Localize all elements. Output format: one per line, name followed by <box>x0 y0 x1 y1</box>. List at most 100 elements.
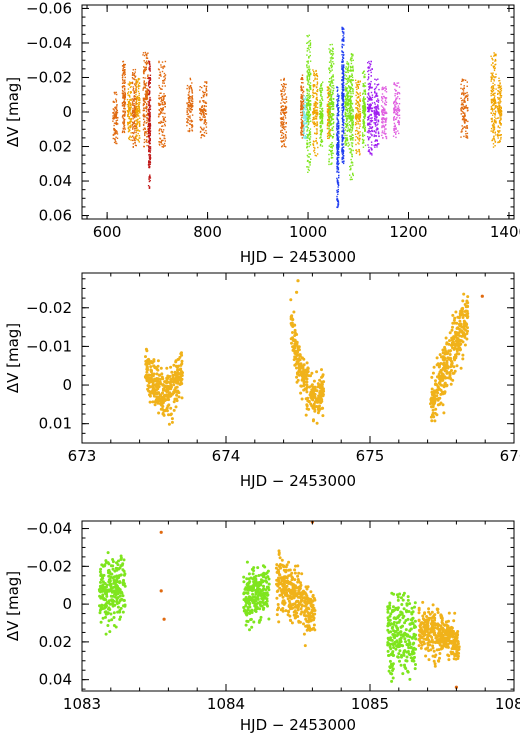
data-point <box>121 65 124 67</box>
data-point <box>123 105 125 108</box>
data-point <box>358 83 361 86</box>
data-point <box>149 96 151 99</box>
data-point <box>336 129 338 131</box>
data-point <box>158 103 160 105</box>
data-point <box>494 98 496 100</box>
data-point <box>128 101 130 103</box>
data-point <box>369 105 372 107</box>
data-point <box>329 149 331 151</box>
data-point <box>460 131 462 133</box>
data-point <box>384 119 387 121</box>
data-point <box>494 58 497 61</box>
data-point <box>124 104 126 106</box>
data-point <box>282 111 284 114</box>
data-point <box>497 108 499 110</box>
data-point <box>189 77 191 80</box>
data-point <box>369 86 372 88</box>
data-point <box>368 128 370 130</box>
data-point <box>122 94 124 97</box>
data-point <box>336 136 339 138</box>
data-point <box>371 110 374 112</box>
data-point <box>331 147 333 149</box>
data-point <box>495 54 497 57</box>
data-point <box>497 133 499 135</box>
data-point <box>337 191 339 193</box>
data-point <box>367 93 369 95</box>
data-point <box>347 103 349 105</box>
data-point <box>134 75 136 77</box>
data-point <box>191 105 193 107</box>
data-point <box>303 127 305 129</box>
data-point <box>381 96 383 98</box>
data-point <box>342 70 344 72</box>
data-point <box>367 66 370 68</box>
data-point <box>135 91 137 94</box>
data-point <box>134 68 137 71</box>
data-point <box>142 128 145 131</box>
data-point <box>282 116 285 118</box>
data-point <box>285 137 287 139</box>
data-point <box>499 120 501 122</box>
data-point <box>301 114 304 117</box>
data-point <box>381 125 383 127</box>
data-point <box>145 53 147 55</box>
data-point <box>398 109 400 111</box>
data-point <box>331 154 333 157</box>
data-point <box>350 102 352 104</box>
data-point <box>115 98 117 100</box>
data-point <box>329 110 331 112</box>
data-point <box>307 135 309 137</box>
data-point <box>309 60 312 62</box>
data-point <box>337 93 339 95</box>
data-point <box>375 112 377 114</box>
data-point <box>204 109 207 111</box>
data-point <box>281 137 284 139</box>
data-point <box>280 110 282 112</box>
data-point <box>350 91 352 93</box>
data-point <box>315 93 318 95</box>
data-point <box>160 107 162 110</box>
data-point <box>499 83 501 85</box>
data-point <box>352 164 354 166</box>
data-point <box>312 84 315 86</box>
data-point <box>128 91 130 93</box>
data-point <box>373 115 376 117</box>
data-point <box>349 95 351 97</box>
data-point <box>316 74 318 76</box>
data-point <box>464 113 466 116</box>
data-point <box>127 126 130 128</box>
data-point <box>135 91 137 93</box>
data-point <box>281 132 284 134</box>
data-point <box>283 113 286 116</box>
data-point <box>115 108 118 111</box>
data-point <box>285 96 288 98</box>
data-point <box>132 118 134 120</box>
data-point <box>328 119 330 121</box>
data-point <box>363 120 365 122</box>
data-point <box>191 92 194 94</box>
data-point <box>362 98 364 100</box>
data-point <box>464 92 467 95</box>
data-point <box>370 148 373 150</box>
data-point <box>327 122 329 124</box>
data-point <box>385 112 387 115</box>
data-point <box>284 109 286 111</box>
data-point <box>374 125 377 127</box>
data-point <box>371 144 373 146</box>
data-point <box>331 101 334 103</box>
data-point <box>327 92 329 94</box>
data-point <box>306 60 308 63</box>
data-point <box>281 117 283 119</box>
data-point <box>302 82 304 84</box>
data-point <box>330 93 332 96</box>
data-point <box>341 45 343 47</box>
data-point <box>370 114 372 116</box>
data-point <box>320 85 322 88</box>
data-point <box>500 107 502 110</box>
data-point <box>328 109 331 111</box>
data-point <box>149 137 151 140</box>
data-point <box>316 123 319 126</box>
data-point <box>300 105 302 107</box>
data-point <box>116 137 119 139</box>
data-point <box>327 137 329 139</box>
